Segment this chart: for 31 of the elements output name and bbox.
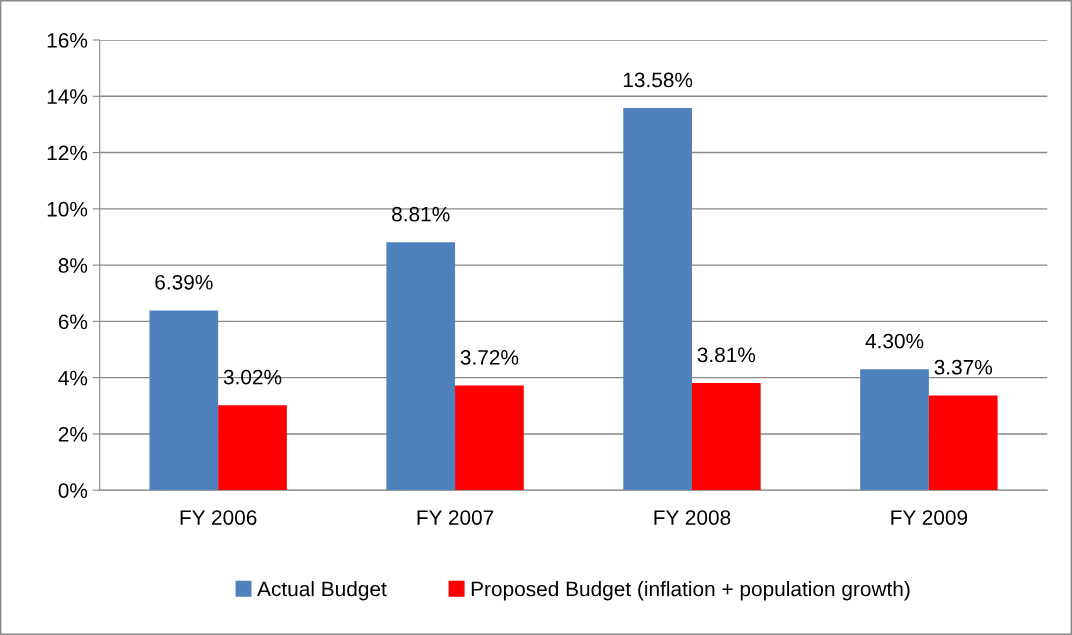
legend-label: Proposed Budget (inflation + population growth)	[471, 581, 910, 601]
x-tick-label: FY 2009	[891, 510, 968, 525]
data-label: 13.58%	[623, 72, 693, 88]
bar	[218, 405, 287, 491]
data-label: 3.02%	[223, 369, 282, 385]
bar	[386, 242, 456, 491]
data-label: 8.81%	[392, 206, 450, 222]
data-label: 3.81%	[697, 347, 756, 363]
y-tick-label: 14%	[47, 89, 88, 104]
data-label: 6.39%	[155, 274, 213, 290]
legend-label: Actual Budget	[257, 581, 387, 601]
data-label: 4.30%	[865, 333, 924, 349]
bar	[691, 383, 761, 491]
x-tick-label: FY 2006	[180, 510, 257, 525]
y-tick-label: 0%	[58, 483, 88, 498]
data-label: 3.72%	[460, 350, 519, 365]
data-label: 3.37%	[934, 359, 993, 375]
bar	[455, 385, 524, 491]
bar	[860, 369, 929, 491]
bar	[149, 310, 219, 491]
bar	[623, 108, 692, 491]
x-tick-label: FY 2008	[654, 510, 731, 525]
y-tick-label: 12%	[47, 145, 88, 161]
y-tick-label: 2%	[58, 426, 88, 442]
y-tick-label: 16%	[47, 33, 88, 48]
y-tick-label: 6%	[58, 314, 88, 330]
y-tick-label: 8%	[58, 258, 88, 273]
y-tick-label: 10%	[47, 201, 88, 217]
y-tick-label: 4%	[58, 370, 88, 386]
x-tick-label: FY 2007	[417, 510, 494, 525]
bar	[928, 395, 998, 491]
